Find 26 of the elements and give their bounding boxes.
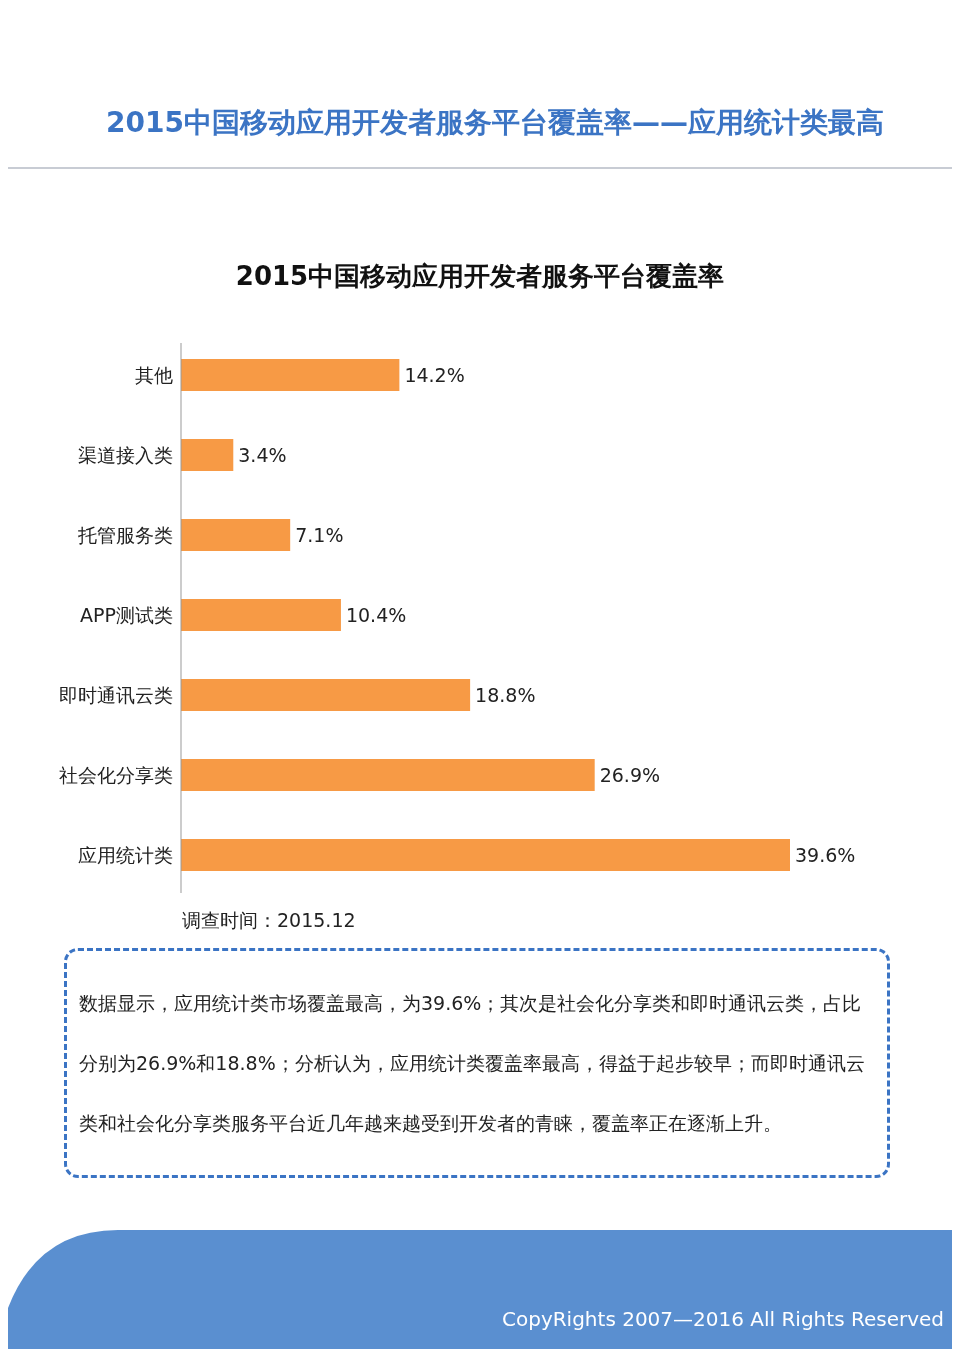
text: 调查时间：2015.12 [182, 908, 356, 931]
bar [181, 599, 341, 631]
data-label: 39.6% [795, 843, 856, 866]
chart-title: 2015中国移动应用开发者服务平台覆盖率——应用统计类最高 [106, 106, 884, 139]
bar [181, 759, 595, 791]
bar [181, 839, 790, 871]
data-label: 14.2% [404, 363, 465, 386]
y-tick-label: 其他 [135, 363, 173, 386]
bar [181, 359, 400, 391]
bar [181, 439, 234, 471]
y-tick-label: 渠道接入类 [78, 443, 173, 466]
bar [181, 519, 291, 551]
y-tick-label: 托管服务类 [77, 523, 173, 546]
chart-subtitle: 2015中国移动应用开发者服务平台覆盖率 [235, 261, 725, 291]
data-label: 18.8% [475, 683, 536, 706]
data-label: 3.4% [238, 443, 287, 466]
data-label: 26.9% [599, 763, 661, 786]
data-label: 10.4% [345, 603, 407, 626]
data-label: 7.1% [295, 523, 344, 546]
bar [181, 679, 471, 711]
text-box: 数据显示，应用统计类市场覆盖最高，为39.6%；其次是社会化分享类和即时通讯云类，占比分别为26.9%和18.8%；分析认为，应用统计类覆盖率最高，得益于起步较早；而即时通讯云类和社会化分享类服务平台近几年越来越受到开发者的青睐，覆盖率正在逐渐上升。 [64, 948, 890, 1178]
text: CopyRights 2007—2016 All Rights Reserved [501, 1307, 944, 1331]
y-tick-label: APP测试类 [80, 603, 173, 626]
y-tick-label: 即时通讯云类 [59, 683, 173, 706]
y-tick-label: 社会化分享类 [59, 763, 173, 786]
y-tick-label: 应用统计类 [78, 843, 173, 866]
